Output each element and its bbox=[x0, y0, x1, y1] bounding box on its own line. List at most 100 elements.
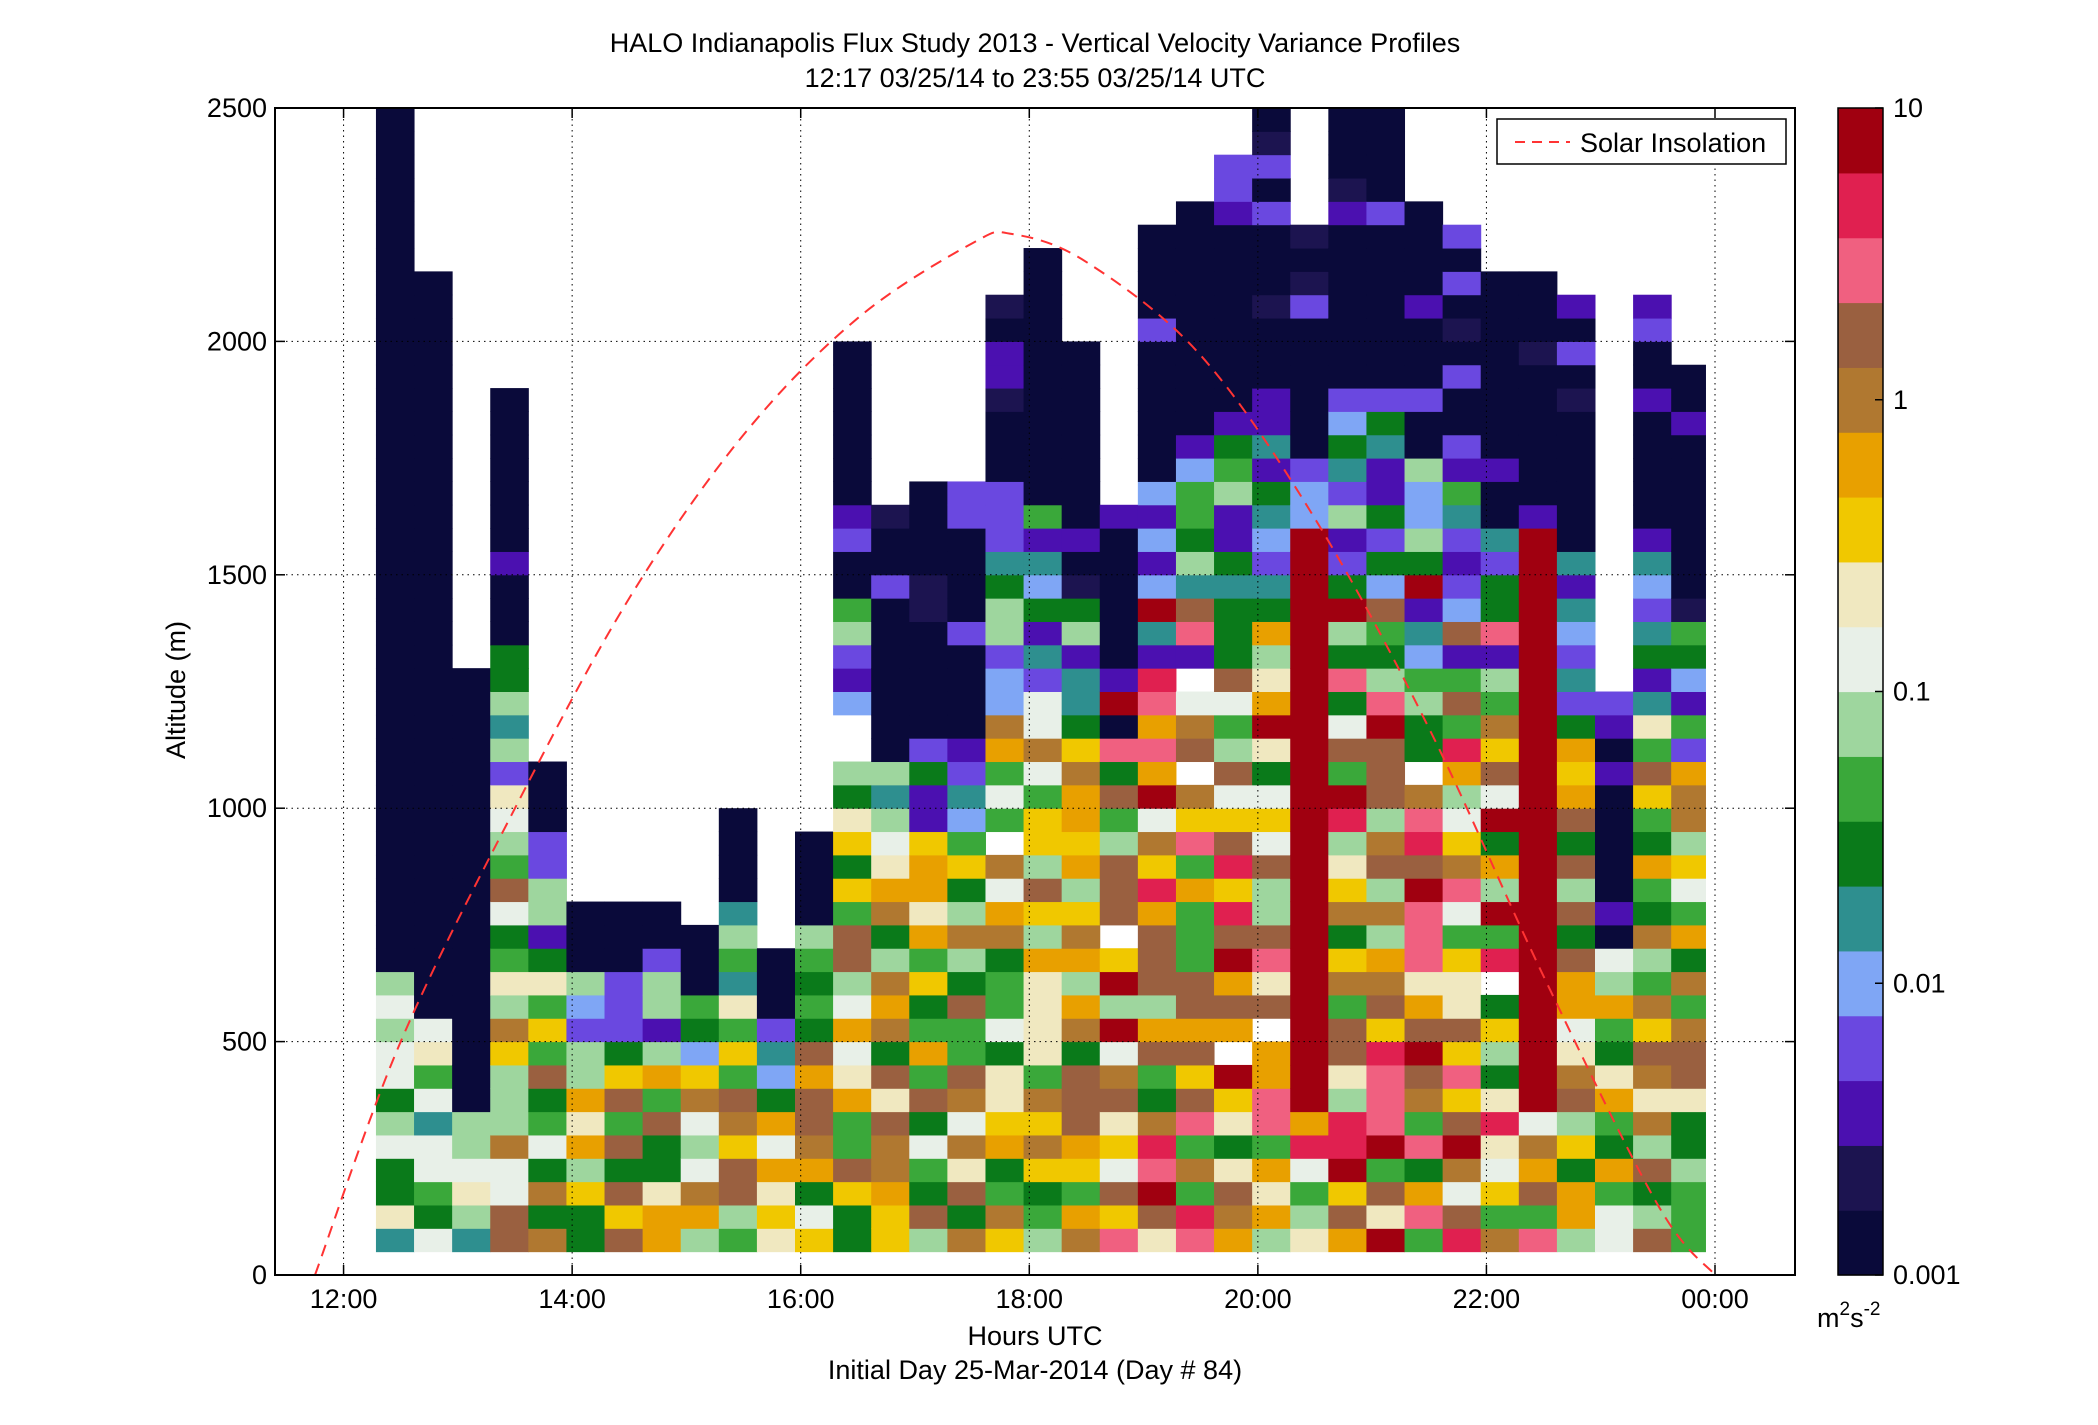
heatmap-cell bbox=[1061, 691, 1101, 716]
heatmap-cell bbox=[528, 1041, 567, 1066]
heatmap-cell bbox=[1556, 434, 1596, 459]
heatmap-cell bbox=[795, 1204, 834, 1229]
heatmap-cell bbox=[833, 784, 872, 809]
heatmap-cell bbox=[1290, 761, 1329, 786]
heatmap-cell bbox=[985, 761, 1025, 786]
heatmap-cell bbox=[1404, 854, 1444, 879]
heatmap-cell bbox=[1480, 551, 1520, 576]
heatmap-cell bbox=[1214, 388, 1253, 412]
heatmap-cell bbox=[1137, 1181, 1177, 1206]
heatmap-cell bbox=[1328, 224, 1367, 249]
heatmap-cell bbox=[1556, 458, 1596, 482]
heatmap-cell bbox=[1595, 854, 1634, 879]
heatmap-cell bbox=[756, 1064, 796, 1089]
heatmap-cell bbox=[1556, 574, 1596, 599]
heatmap-cell bbox=[1556, 644, 1596, 669]
heatmap-cell bbox=[1556, 364, 1596, 389]
heatmap-cell bbox=[1061, 948, 1101, 973]
heatmap-cell bbox=[985, 411, 1025, 436]
heatmap-cell bbox=[680, 1018, 720, 1043]
heatmap-cell bbox=[604, 1041, 644, 1066]
heatmap-cell bbox=[985, 1134, 1025, 1159]
heatmap-cell bbox=[1252, 598, 1291, 622]
heatmap-cell bbox=[756, 1018, 796, 1043]
heatmap-cell bbox=[1252, 808, 1291, 833]
heatmap-cell bbox=[1290, 644, 1329, 669]
heatmap-cell bbox=[1099, 1228, 1139, 1253]
heatmap-cell bbox=[1404, 644, 1444, 669]
heatmap-cell bbox=[1633, 924, 1672, 949]
heatmap-cell bbox=[490, 738, 529, 763]
heatmap-cell bbox=[1252, 248, 1291, 272]
heatmap-cell bbox=[375, 1064, 415, 1089]
heatmap-cell bbox=[414, 901, 453, 926]
heatmap-cell bbox=[1137, 341, 1177, 366]
heatmap-cell bbox=[414, 1204, 453, 1229]
heatmap-cell bbox=[1023, 994, 1063, 1019]
heatmap-cell bbox=[1595, 1181, 1634, 1206]
heatmap-cell bbox=[985, 1018, 1025, 1043]
heatmap-cell bbox=[1137, 388, 1177, 412]
heatmap-cell bbox=[490, 901, 529, 926]
heatmap-cell bbox=[833, 761, 872, 786]
heatmap-cell bbox=[1061, 808, 1101, 833]
heatmap-cell bbox=[414, 1134, 453, 1159]
heatmap-cell bbox=[1290, 341, 1329, 366]
heatmap-cell bbox=[1404, 434, 1444, 459]
heatmap-cell bbox=[1290, 388, 1329, 412]
heatmap-cell bbox=[1328, 1041, 1367, 1066]
heatmap-cell bbox=[1556, 761, 1596, 786]
heatmap-cell bbox=[1633, 761, 1672, 786]
heatmap-cell bbox=[1404, 714, 1444, 739]
heatmap-cell bbox=[1175, 294, 1215, 319]
heatmap-cell bbox=[566, 901, 606, 926]
heatmap-cell bbox=[1175, 1018, 1215, 1043]
heatmap-cell bbox=[1480, 784, 1520, 809]
x-axis-sublabel: Initial Day 25-Mar-2014 (Day # 84) bbox=[828, 1355, 1242, 1385]
heatmap-cell bbox=[490, 528, 529, 552]
heatmap-cell bbox=[1480, 878, 1520, 903]
heatmap-cell bbox=[1099, 668, 1139, 692]
heatmap-cell bbox=[1442, 1158, 1482, 1183]
colorbar-band bbox=[1838, 1210, 1883, 1276]
heatmap-cell bbox=[1366, 784, 1406, 809]
heatmap-cell bbox=[1137, 318, 1177, 342]
heatmap-cell bbox=[1137, 1041, 1177, 1066]
heatmap-cell bbox=[528, 1181, 567, 1206]
heatmap-cell bbox=[1290, 948, 1329, 973]
heatmap-cell bbox=[947, 528, 986, 552]
heatmap-cell bbox=[985, 574, 1025, 599]
heatmap-cell bbox=[1252, 738, 1291, 763]
heatmap-cell bbox=[375, 738, 415, 763]
heatmap-cell bbox=[1023, 1181, 1063, 1206]
heatmap-cell bbox=[375, 1018, 415, 1043]
heatmap-cell bbox=[985, 341, 1025, 366]
heatmap-cell bbox=[1328, 714, 1367, 739]
heatmap-cell bbox=[1404, 318, 1444, 342]
heatmap-cell bbox=[1404, 878, 1444, 903]
heatmap-cell bbox=[1252, 458, 1291, 482]
heatmap-cell bbox=[947, 971, 986, 996]
x-tick-label: 14:00 bbox=[538, 1284, 606, 1314]
heatmap-cell bbox=[452, 971, 491, 996]
heatmap-cell bbox=[452, 1064, 491, 1089]
heatmap-cell bbox=[1556, 738, 1596, 763]
heatmap-cell bbox=[1556, 854, 1596, 879]
heatmap-cell bbox=[1442, 224, 1482, 249]
heatmap-cell bbox=[871, 878, 910, 903]
heatmap-cell bbox=[1023, 971, 1063, 996]
heatmap-cell bbox=[1290, 971, 1329, 996]
heatmap-cell bbox=[680, 1088, 720, 1113]
heatmap-cell bbox=[718, 1134, 758, 1159]
heatmap-cell bbox=[1061, 878, 1101, 903]
heatmap-cell bbox=[1366, 971, 1406, 996]
heatmap-cell bbox=[1290, 1228, 1329, 1253]
heatmap-cell bbox=[1442, 668, 1482, 692]
heatmap-cell bbox=[1556, 598, 1596, 622]
heatmap-cell bbox=[1480, 738, 1520, 763]
heatmap-cell bbox=[1595, 1088, 1634, 1113]
heatmap-cell bbox=[1442, 1088, 1482, 1113]
heatmap-cell bbox=[1099, 1041, 1139, 1066]
heatmap-cell bbox=[1404, 1111, 1444, 1136]
heatmap-cell bbox=[680, 994, 720, 1019]
